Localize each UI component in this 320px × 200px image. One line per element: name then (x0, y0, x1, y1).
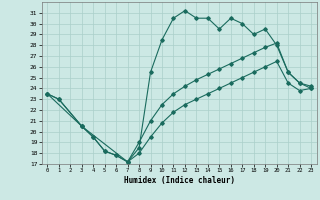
X-axis label: Humidex (Indice chaleur): Humidex (Indice chaleur) (124, 176, 235, 185)
